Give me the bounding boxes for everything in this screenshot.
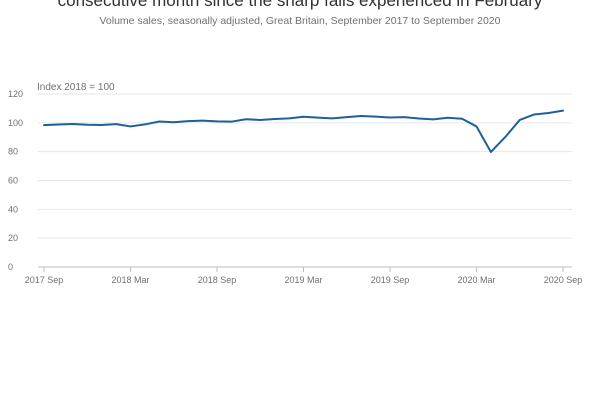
x-tick-label: 2017 Sep [25, 275, 64, 285]
data-point[interactable] [401, 114, 407, 120]
series-line [43, 109, 564, 153]
gridlines [38, 93, 572, 239]
chart-title: consecutive month since the sharp falls … [57, 0, 543, 10]
x-tick-label: 2018 Sep [198, 275, 237, 285]
data-point[interactable] [156, 119, 162, 125]
data-point[interactable] [488, 149, 494, 155]
data-point[interactable] [430, 116, 436, 122]
data-point[interactable] [142, 121, 148, 127]
x-tick-label: 2019 Sep [371, 275, 410, 285]
data-point[interactable] [171, 119, 177, 125]
x-tick-label: 2018 Mar [111, 275, 149, 285]
data-point[interactable] [301, 114, 307, 120]
x-tick-label: 2019 Mar [284, 275, 322, 285]
data-point[interactable] [243, 116, 249, 122]
data-point[interactable] [459, 116, 465, 122]
y-tick-label: 100 [8, 118, 23, 128]
x-tick-label: 2020 Sep [544, 275, 583, 285]
data-point[interactable] [358, 113, 364, 119]
chart-subtitle: Volume sales, seasonally adjusted, Great… [99, 15, 501, 27]
x-axis: 2017 Sep 2018 Mar 2018 Sep 2019 Mar 2019 Sep… [25, 266, 583, 285]
data-point[interactable] [84, 122, 90, 128]
data-point[interactable] [70, 121, 76, 127]
data-point[interactable] [257, 117, 263, 123]
y-tick-label: 40 [8, 204, 18, 214]
data-point[interactable] [128, 123, 134, 129]
y-tick-label: 120 [8, 89, 23, 99]
y-tick-label: 20 [8, 233, 18, 243]
data-point[interactable] [315, 115, 321, 121]
y-tick-label: 60 [8, 176, 18, 186]
y-axis: 0 20 40 60 80 100 120 [8, 89, 23, 272]
data-point[interactable] [344, 114, 350, 120]
data-point[interactable] [373, 114, 379, 120]
data-point[interactable] [99, 122, 105, 128]
data-point[interactable] [214, 118, 220, 124]
data-point[interactable] [200, 118, 206, 124]
data-point[interactable] [228, 119, 234, 125]
y-tick-label: 0 [8, 262, 13, 272]
series-group [41, 108, 566, 155]
y-tick-label: 80 [8, 147, 18, 157]
data-point[interactable] [560, 108, 566, 114]
data-point[interactable] [329, 115, 335, 121]
data-point[interactable] [113, 121, 119, 127]
data-point[interactable] [41, 122, 47, 128]
data-point[interactable] [517, 117, 523, 123]
unit-label: Index 2018 = 100 [37, 82, 115, 93]
data-point[interactable] [286, 115, 292, 121]
x-tick-label: 2020 Mar [457, 275, 495, 285]
data-point[interactable] [546, 110, 552, 116]
data-point[interactable] [416, 116, 422, 122]
data-point[interactable] [55, 122, 61, 128]
data-point[interactable] [445, 115, 451, 121]
data-point[interactable] [531, 111, 537, 117]
data-point[interactable] [272, 116, 278, 122]
data-point[interactable] [185, 118, 191, 124]
data-point[interactable] [387, 115, 393, 121]
data-point[interactable] [502, 134, 508, 140]
data-point[interactable] [474, 123, 480, 129]
